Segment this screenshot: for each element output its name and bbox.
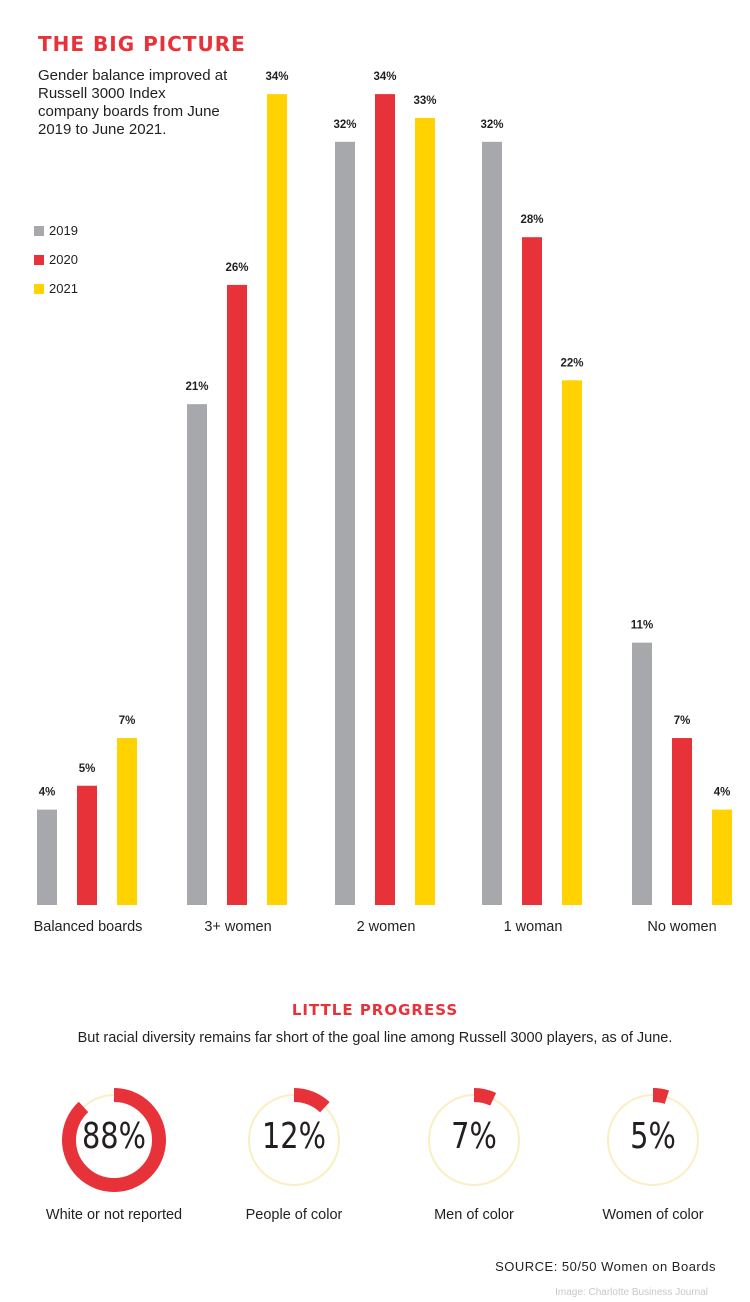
bar-value-label-3-women-2019: 21% <box>185 381 208 393</box>
donut-value-people-of-color: 12% <box>261 1116 326 1157</box>
bar-no-women-2020 <box>672 738 692 905</box>
donut-label-people-of-color: People of color <box>245 1207 343 1223</box>
bar-value-label-3-women-2021: 34% <box>265 71 288 83</box>
bar-no-women-2021 <box>712 809 732 905</box>
section2-title: LITTLE PROGRESS <box>291 1001 459 1019</box>
bar-value-label-2-women-2019: 32% <box>333 119 356 131</box>
bar-value-label-1-woman-2021: 22% <box>560 357 583 369</box>
donut-ring-people-of-color <box>242 1088 346 1192</box>
bar-3-women-2021 <box>267 94 287 906</box>
category-label-3-women: 3+ women <box>204 919 271 935</box>
bar-3-women-2019 <box>187 404 207 905</box>
legend-item-2019: 2019 <box>34 216 78 245</box>
category-label-balanced-boards: Balanced boards <box>34 919 143 935</box>
chart-legend: 2019 2020 2021 <box>34 216 78 303</box>
chart-intro: Gender balance improved at Russell 3000 … <box>38 67 228 138</box>
bar-chart: 4% 5% 7% Balanced boards 21% 26% 34% 3+ women 32… <box>34 71 732 935</box>
bar-1-woman-2020 <box>522 237 542 905</box>
legend-item-2020: 2020 <box>34 245 78 274</box>
bar-value-label-no-women-2021: 4% <box>714 787 731 799</box>
bar-value-label-1-woman-2020: 28% <box>520 214 543 226</box>
bar-2-women-2021 <box>415 117 435 905</box>
bar-value-label-2-women-2020: 34% <box>373 71 396 83</box>
donut-men-of-color: 7% Men of color <box>384 1080 564 1223</box>
donut-ring-men-of-color <box>422 1088 526 1192</box>
bar-balanced-boards-2021 <box>117 738 137 905</box>
legend-label-2021: 2021 <box>49 281 78 296</box>
legend-item-2021: 2021 <box>34 274 78 303</box>
bar-value-label-3-women-2020: 26% <box>225 262 248 274</box>
bar-1-woman-2021 <box>562 380 582 905</box>
section2-subtitle: But racial diversity remains far short o… <box>77 1030 673 1046</box>
legend-label-2020: 2020 <box>49 252 78 267</box>
donut-arc <box>242 1088 346 1192</box>
bar-2-women-2020 <box>375 94 395 906</box>
category-label-2-women: 2 women <box>357 919 416 935</box>
donut-arc <box>62 1088 166 1192</box>
image-credit: Image: Charlotte Business Journal <box>555 1287 708 1298</box>
bar-value-label-balanced-boards-2021: 7% <box>119 715 136 727</box>
source-note: SOURCE: 50/50 Women on Boards <box>495 1259 716 1274</box>
bar-balanced-boards-2019 <box>37 809 57 905</box>
legend-swatch-2019 <box>34 225 44 236</box>
donut-label-white: White or not reported <box>45 1207 183 1223</box>
bar-value-label-1-woman-2019: 32% <box>480 119 503 131</box>
bar-value-label-no-women-2020: 7% <box>674 715 691 727</box>
donut-people-of-color: 12% People of color <box>204 1080 384 1223</box>
donut-white: 88% White or not reported <box>24 1080 204 1223</box>
donut-value-men-of-color: 7% <box>451 1116 497 1157</box>
donut-arc <box>601 1088 705 1192</box>
bar-balanced-boards-2020 <box>77 785 97 905</box>
donut-value-women-of-color: 5% <box>630 1116 676 1157</box>
category-label-1-woman: 1 woman <box>504 919 563 935</box>
bar-value-label-balanced-boards-2019: 4% <box>39 787 56 799</box>
donut-label-men-of-color: Men of color <box>434 1207 514 1223</box>
legend-swatch-2021 <box>34 283 44 294</box>
donut-women-of-color: 5% Women of color <box>563 1080 743 1223</box>
legend-label-2019: 2019 <box>49 223 78 238</box>
bar-value-label-balanced-boards-2020: 5% <box>79 763 96 775</box>
bar-3-women-2020 <box>227 284 247 905</box>
donut-value-white: 88% <box>81 1116 146 1157</box>
bar-1-woman-2019 <box>482 141 502 906</box>
donut-ring-women-of-color <box>601 1088 705 1192</box>
legend-swatch-2020 <box>34 254 44 265</box>
bar-value-label-2-women-2021: 33% <box>413 95 436 107</box>
donut-label-women-of-color: Women of color <box>602 1207 704 1223</box>
bar-no-women-2019 <box>632 642 652 905</box>
category-label-no-women: No women <box>647 919 716 935</box>
bar-value-label-no-women-2019: 11% <box>631 620 653 632</box>
donut-arc <box>422 1088 526 1192</box>
donut-ring-white <box>62 1088 166 1192</box>
chart-title: THE BIG PICTURE <box>38 32 246 56</box>
bar-2-women-2019 <box>335 141 355 906</box>
